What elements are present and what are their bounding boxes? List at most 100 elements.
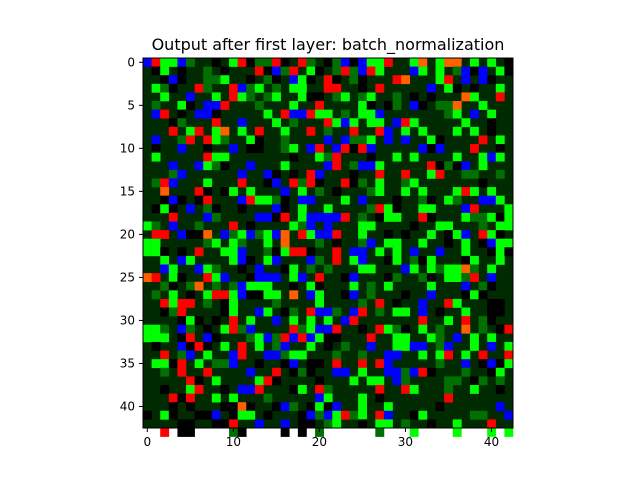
heatmap-cell (358, 66, 368, 76)
heatmap-cell (401, 126, 411, 136)
heatmap-cell (487, 75, 497, 85)
heatmap-cell (289, 290, 299, 300)
heatmap-cell (418, 195, 428, 205)
heatmap-cell (452, 273, 462, 283)
heatmap-cell (366, 118, 376, 128)
heatmap-cell (461, 307, 471, 317)
heatmap-cell (254, 58, 264, 67)
heatmap-cell (229, 402, 238, 412)
heatmap-cell (246, 75, 256, 85)
heatmap-cell (254, 281, 264, 291)
heatmap-cell (478, 66, 488, 76)
heatmap-cell (323, 264, 333, 274)
heatmap-cell (332, 230, 342, 239)
heatmap-cell (340, 118, 350, 128)
heatmap-cell (280, 350, 290, 360)
heatmap-cell (332, 118, 342, 128)
heatmap-cell (289, 273, 299, 283)
heatmap-cell (177, 109, 187, 119)
heatmap-cell (487, 307, 497, 317)
heatmap-cell (297, 419, 307, 429)
heatmap-cell (168, 264, 178, 274)
heatmap-cell (504, 66, 514, 76)
heatmap-cell (401, 135, 411, 145)
heatmap-cell (401, 178, 411, 188)
heatmap-cell (323, 324, 333, 334)
heatmap-cell (358, 83, 368, 93)
heatmap-cell (332, 161, 342, 171)
heatmap-cell (469, 384, 479, 394)
heatmap-cell (487, 419, 497, 429)
heatmap-cell (203, 264, 213, 274)
heatmap-cell (401, 367, 411, 377)
heatmap-cell (504, 428, 514, 437)
heatmap-cell (203, 298, 213, 308)
heatmap-cell (186, 230, 195, 239)
heatmap-cell (358, 221, 368, 231)
heatmap-cell (272, 195, 281, 205)
heatmap-cell (246, 290, 256, 300)
heatmap-cell (418, 307, 428, 317)
heatmap-cell (254, 126, 264, 136)
heatmap-cell (358, 402, 368, 412)
heatmap-cell (186, 92, 195, 102)
heatmap-cell (211, 101, 221, 110)
heatmap-cell (332, 83, 342, 93)
heatmap-cell (444, 316, 454, 326)
heatmap-cell (246, 135, 256, 145)
heatmap-cell (151, 290, 161, 300)
heatmap-cell (280, 428, 290, 437)
heatmap-cell (203, 195, 213, 205)
heatmap-cell (220, 66, 230, 76)
heatmap-cell (487, 247, 497, 257)
heatmap-cell (203, 187, 213, 196)
heatmap-cell (409, 367, 419, 377)
heatmap-cell (349, 290, 359, 300)
heatmap-cell (306, 126, 316, 136)
heatmap-cell (203, 212, 213, 222)
heatmap-cell (211, 126, 221, 136)
heatmap-cell (280, 204, 290, 214)
heatmap-cell (332, 419, 342, 429)
heatmap-cell (426, 92, 436, 102)
heatmap-cell (203, 178, 213, 188)
heatmap-cell (194, 126, 204, 136)
heatmap-cell (349, 126, 359, 136)
heatmap-cell (297, 178, 307, 188)
heatmap-cell (435, 264, 445, 274)
heatmap-cell (151, 333, 161, 343)
heatmap-cell (426, 419, 436, 429)
heatmap-cell (495, 324, 505, 334)
heatmap-cell (306, 316, 316, 326)
heatmap-cell (246, 255, 256, 265)
heatmap-cell (211, 264, 221, 274)
heatmap-cell (426, 161, 436, 171)
heatmap-cell (289, 324, 299, 334)
heatmap-cell (418, 238, 428, 248)
heatmap-cell (366, 152, 376, 162)
heatmap-cell (306, 290, 316, 300)
heatmap-cell (280, 230, 290, 239)
heatmap-cell (297, 195, 307, 205)
heatmap-cell (143, 247, 152, 257)
heatmap-cell (375, 307, 385, 317)
heatmap-cell (194, 341, 204, 351)
heatmap-cell (229, 307, 238, 317)
heatmap-cell (323, 221, 333, 231)
heatmap-cell (375, 376, 385, 386)
heatmap-cell (254, 83, 264, 93)
heatmap-cell (478, 101, 488, 110)
heatmap-cell (340, 341, 350, 351)
heatmap-cell (177, 316, 187, 326)
heatmap-cell (143, 333, 152, 343)
heatmap-cell (315, 428, 324, 437)
heatmap-cell (203, 75, 213, 85)
heatmap-cell (272, 212, 281, 222)
heatmap-cell (186, 58, 195, 67)
heatmap-cell (306, 169, 316, 179)
heatmap-cell (315, 178, 324, 188)
heatmap-cell (203, 66, 213, 76)
heatmap-cell (297, 333, 307, 343)
heatmap-cell (280, 333, 290, 343)
heatmap-cell (444, 376, 454, 386)
